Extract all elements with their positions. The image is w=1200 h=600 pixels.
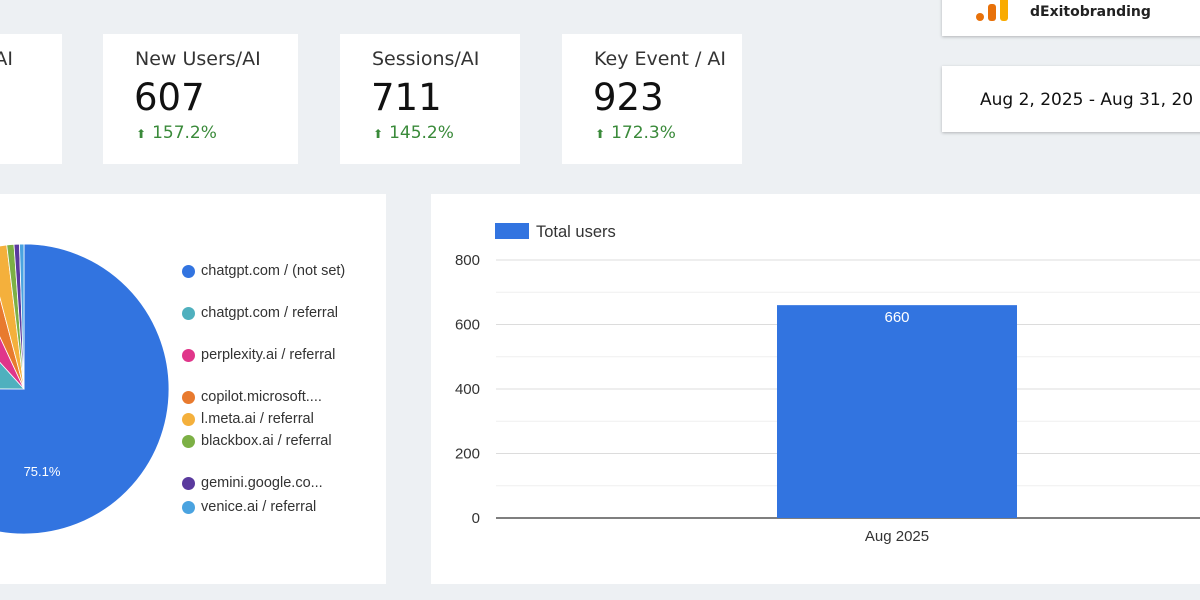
- legend-label: gemini.google.co...: [201, 475, 323, 491]
- pie-slice[interactable]: [19, 243, 25, 390]
- kpi-change: ⬆ 172.3%: [595, 123, 676, 143]
- kpi-value: 711: [371, 76, 442, 119]
- kpi-change: ⬆ 157.2%: [136, 123, 217, 143]
- bar-chart: Total users 0 200 400 600 800 660 Aug 2025: [455, 223, 1200, 545]
- pie-slice[interactable]: [0, 243, 170, 535]
- legend-swatch: [182, 391, 195, 404]
- legend-label: perplexity.ai / referral: [201, 347, 336, 363]
- pie-chart-panel: 75.1% chatgpt.com / (not set) chatgpt.com…: [0, 194, 386, 584]
- date-range-picker[interactable]: Aug 2, 2025 - Aug 31, 20: [942, 66, 1200, 132]
- kpi-card-new-users: New Users/AI 607 ⬆ 157.2%: [103, 34, 298, 164]
- legend-swatch: [182, 435, 195, 448]
- legend-label: Total users: [536, 223, 616, 241]
- kpi-label: New Users/AI: [135, 48, 261, 70]
- kpi-change: ⬆ 145.2%: [373, 123, 454, 143]
- arrow-up-icon: ⬆: [595, 127, 606, 141]
- bar-chart-panel: Total users 0 200 400 600 800 660 Aug 2025: [431, 194, 1200, 584]
- kpi-card-key-event: Key Event / AI 923 ⬆ 172.3%: [562, 34, 742, 164]
- kpi-card-sessions: Sessions/AI 711 ⬆ 145.2%: [340, 34, 520, 164]
- legend-label: chatgpt.com / referral: [201, 305, 338, 321]
- y-tick-label: 600: [455, 317, 480, 334]
- analytics-logo-icon: [976, 0, 1008, 21]
- legend-swatch: [182, 349, 195, 362]
- legend-swatch: [182, 413, 195, 426]
- date-range-text: Aug 2, 2025 - Aug 31, 20: [980, 90, 1194, 110]
- legend-swatch: [182, 265, 195, 278]
- kpi-label: Sessions/AI: [372, 48, 480, 70]
- kpi-label: /AI: [0, 48, 14, 70]
- brand-card: dExitobranding: [942, 0, 1200, 36]
- pie-chart: 75.1%: [0, 243, 170, 535]
- y-tick-label: 400: [455, 381, 480, 398]
- legend-swatch: [495, 223, 529, 239]
- kpi-label: Key Event / AI: [594, 48, 726, 70]
- brand-name: dExitobranding: [1030, 4, 1151, 20]
- legend-label: copilot.microsoft....: [201, 389, 322, 405]
- kpi-value: 607: [134, 76, 205, 119]
- bar-data-label: 660: [884, 309, 909, 326]
- y-tick-label: 800: [455, 252, 480, 269]
- kpi-change-value: 145.2%: [389, 123, 454, 143]
- x-tick-label: Aug 2025: [865, 528, 929, 545]
- kpi-card-users: /AI: [0, 34, 62, 164]
- y-tick-label: 0: [472, 510, 480, 527]
- arrow-up-icon: ⬆: [136, 127, 147, 141]
- legend-swatch: [182, 307, 195, 320]
- bar[interactable]: [777, 305, 1017, 518]
- kpi-change-value: 172.3%: [611, 123, 676, 143]
- kpi-value: 923: [593, 76, 664, 119]
- y-tick-label: 200: [455, 446, 480, 463]
- legend-swatch: [182, 477, 195, 490]
- legend-label: l.meta.ai / referral: [201, 411, 314, 427]
- legend-label: blackbox.ai / referral: [201, 433, 332, 449]
- kpi-change-value: 157.2%: [152, 123, 217, 143]
- legend-label: venice.ai / referral: [201, 499, 317, 515]
- pie-slice-label: 75.1%: [24, 464, 61, 479]
- legend-label: chatgpt.com / (not set): [201, 263, 346, 279]
- legend-swatch: [182, 501, 195, 514]
- arrow-up-icon: ⬆: [373, 127, 384, 141]
